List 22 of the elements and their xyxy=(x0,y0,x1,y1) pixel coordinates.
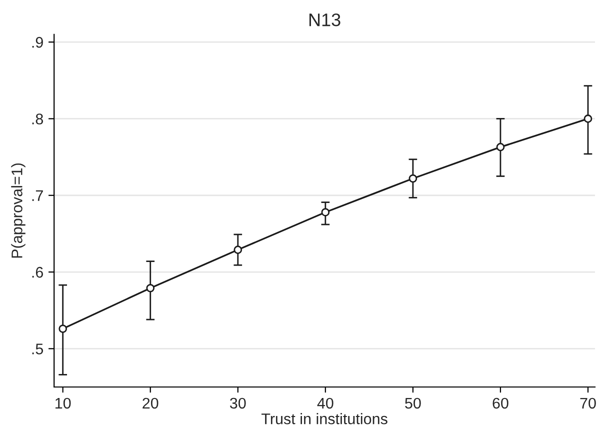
x-tick-label: 70 xyxy=(580,398,596,409)
point xyxy=(58,324,68,333)
x-tick-label: 40 xyxy=(317,398,334,409)
point xyxy=(496,142,505,152)
x-tick-label: 20 xyxy=(142,398,158,409)
x-tick-label: 30 xyxy=(230,398,246,409)
point xyxy=(146,284,155,292)
y-tick-label: .8 xyxy=(32,114,44,124)
y-tick-label: .7 xyxy=(32,190,43,201)
point xyxy=(321,208,330,216)
point xyxy=(234,246,242,254)
y-tick-label: .9 xyxy=(32,36,43,48)
point xyxy=(584,114,592,123)
x-axis-title: Trust in institutions xyxy=(261,413,388,424)
y-tick-label: .6 xyxy=(32,266,44,278)
x-tick-label: 10 xyxy=(56,398,71,409)
point xyxy=(408,174,418,183)
y-tick-label: .5 xyxy=(32,344,44,354)
y-axis-title: P(approval=1) xyxy=(11,163,26,258)
x-tick-label: 60 xyxy=(492,398,508,409)
chart-title: N13 xyxy=(309,13,340,26)
x-tick-label: 50 xyxy=(405,398,421,409)
